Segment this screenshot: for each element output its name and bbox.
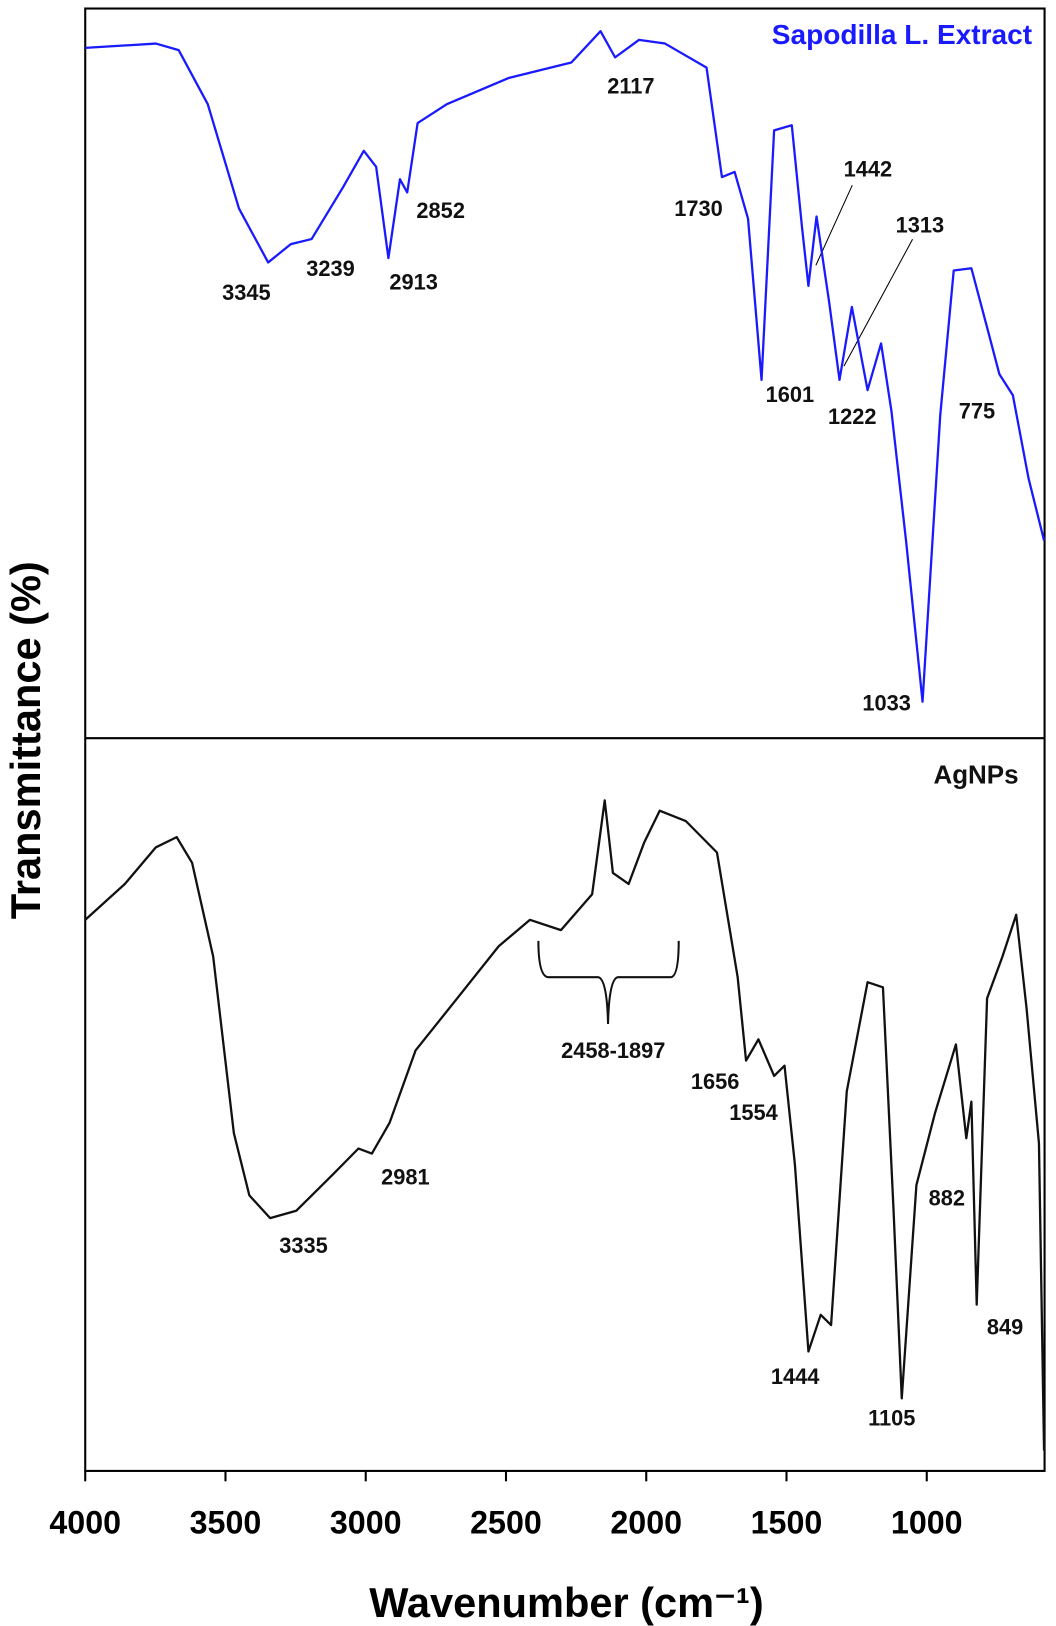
peak-label: 1313 — [896, 213, 945, 238]
x-tick-label: 2500 — [470, 1504, 542, 1540]
peak-label: 1033 — [862, 691, 911, 716]
leader-line — [843, 239, 914, 367]
peak-label: 3335 — [279, 1233, 328, 1258]
peak-label: 849 — [987, 1314, 1023, 1339]
peak-label: 1222 — [828, 404, 877, 429]
x-tick-label: 1500 — [751, 1504, 823, 1540]
peak-label: 2458-1897 — [561, 1038, 665, 1063]
x-tick-label: 4000 — [49, 1504, 121, 1540]
x-tick-label: 1000 — [891, 1504, 963, 1540]
x-tick-label: 2000 — [610, 1504, 682, 1540]
peak-label: 1444 — [771, 1364, 820, 1389]
plot-frame — [84, 7, 1046, 1472]
x-tick-label: 3500 — [190, 1504, 262, 1540]
peak-label: 2117 — [607, 73, 654, 98]
series-label: AgNPs — [933, 759, 1018, 789]
peak-label: 3345 — [222, 280, 271, 305]
x-tick-label: 3000 — [330, 1504, 402, 1540]
peak-label: 1105 — [868, 1406, 915, 1431]
y-axis-label: Transmittance (%) — [2, 561, 49, 919]
series-label: Sapodilla L. Extract — [772, 19, 1032, 50]
peak-label: 1656 — [691, 1069, 740, 1094]
peak-label: 2852 — [416, 198, 465, 223]
peak-label: 2981 — [381, 1165, 430, 1190]
peak-label: 1442 — [844, 156, 893, 181]
spectrum-line — [84, 799, 1046, 1451]
peak-label: 775 — [959, 399, 995, 424]
range-brace — [537, 940, 680, 1025]
spectrum-line — [85, 30, 1046, 703]
peak-label: 1601 — [766, 382, 815, 407]
peak-label: 2913 — [389, 270, 438, 295]
peak-label: 3239 — [306, 256, 355, 281]
x-axis-label: Wavenumber (cm⁻¹) — [369, 1579, 764, 1626]
peak-label: 1554 — [729, 1100, 778, 1125]
peak-label: 1730 — [674, 196, 723, 221]
peak-label: 882 — [929, 1185, 965, 1210]
